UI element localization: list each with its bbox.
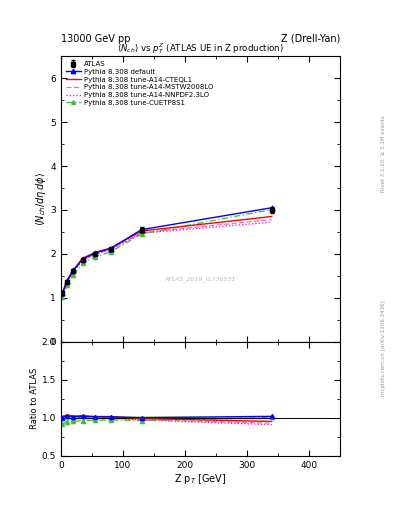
Pythia 8.308 default bbox=[65, 278, 70, 284]
Line: Pythia 8.308 tune-A14-CTEQL1: Pythia 8.308 tune-A14-CTEQL1 bbox=[62, 217, 272, 292]
X-axis label: Z p$_T$ [GeV]: Z p$_T$ [GeV] bbox=[174, 472, 227, 486]
Line: Pythia 8.308 tune-A14-NNPDF2.3LO: Pythia 8.308 tune-A14-NNPDF2.3LO bbox=[62, 222, 272, 294]
Text: Rivet 3.1.10, ≥ 3.1M events: Rivet 3.1.10, ≥ 3.1M events bbox=[381, 115, 386, 192]
Pythia 8.308 tune-CUETP8S1 bbox=[71, 272, 76, 278]
Pythia 8.308 tune-CUETP8S1 bbox=[139, 231, 144, 237]
Pythia 8.308 default bbox=[139, 227, 144, 233]
Pythia 8.308 tune-CUETP8S1 bbox=[65, 282, 70, 288]
Pythia 8.308 tune-A14-CTEQL1 bbox=[60, 289, 65, 295]
Pythia 8.308 tune-A14-NNPDF2.3LO bbox=[71, 269, 76, 275]
Legend: ATLAS, Pythia 8.308 default, Pythia 8.308 tune-A14-CTEQL1, Pythia 8.308 tune-A14: ATLAS, Pythia 8.308 default, Pythia 8.30… bbox=[64, 60, 215, 107]
Pythia 8.308 tune-A14-NNPDF2.3LO bbox=[65, 279, 70, 285]
Pythia 8.308 tune-CUETP8S1 bbox=[80, 261, 85, 267]
Pythia 8.308 tune-A14-CTEQL1 bbox=[108, 245, 113, 251]
Pythia 8.308 default bbox=[108, 245, 113, 251]
Pythia 8.308 tune-A14-MSTW2008LO bbox=[60, 290, 65, 296]
Pythia 8.308 tune-A14-CTEQL1 bbox=[80, 255, 85, 261]
Text: mcplots.cern.ch [arXiv:1306.3436]: mcplots.cern.ch [arXiv:1306.3436] bbox=[381, 301, 386, 396]
Text: ATLAS_2019_I1736531: ATLAS_2019_I1736531 bbox=[165, 276, 236, 282]
Text: Z (Drell-Yan): Z (Drell-Yan) bbox=[281, 33, 340, 44]
Pythia 8.308 default bbox=[60, 290, 65, 296]
Pythia 8.308 tune-A14-NNPDF2.3LO bbox=[60, 291, 65, 297]
Pythia 8.308 tune-A14-NNPDF2.3LO bbox=[80, 258, 85, 264]
Pythia 8.308 tune-A14-NNPDF2.3LO bbox=[108, 247, 113, 253]
Pythia 8.308 tune-CUETP8S1 bbox=[60, 294, 65, 301]
Pythia 8.308 tune-A14-CTEQL1 bbox=[65, 277, 70, 283]
Pythia 8.308 tune-CUETP8S1 bbox=[269, 206, 274, 212]
Pythia 8.308 tune-A14-MSTW2008LO bbox=[80, 257, 85, 263]
Pythia 8.308 tune-A14-NNPDF2.3LO bbox=[269, 219, 274, 225]
Pythia 8.308 tune-A14-CTEQL1 bbox=[71, 267, 76, 273]
Pythia 8.308 default bbox=[93, 250, 97, 256]
Line: Pythia 8.308 tune-A14-MSTW2008LO: Pythia 8.308 tune-A14-MSTW2008LO bbox=[62, 220, 272, 293]
Text: 13000 GeV pp: 13000 GeV pp bbox=[61, 33, 130, 44]
Pythia 8.308 default bbox=[269, 205, 274, 211]
Pythia 8.308 tune-A14-MSTW2008LO bbox=[269, 217, 274, 223]
Pythia 8.308 tune-A14-MSTW2008LO bbox=[71, 268, 76, 274]
Pythia 8.308 tune-A14-NNPDF2.3LO bbox=[139, 230, 144, 236]
Pythia 8.308 tune-A14-MSTW2008LO bbox=[108, 246, 113, 252]
Pythia 8.308 tune-A14-NNPDF2.3LO bbox=[93, 251, 97, 258]
Title: $\langle N_{ch}\rangle$ vs $p_T^Z$ (ATLAS UE in Z production): $\langle N_{ch}\rangle$ vs $p_T^Z$ (ATLA… bbox=[117, 41, 284, 56]
Pythia 8.308 tune-A14-MSTW2008LO bbox=[65, 279, 70, 285]
Line: Pythia 8.308 default: Pythia 8.308 default bbox=[60, 205, 274, 296]
Pythia 8.308 tune-CUETP8S1 bbox=[108, 249, 113, 255]
Line: Pythia 8.308 tune-CUETP8S1: Pythia 8.308 tune-CUETP8S1 bbox=[61, 207, 274, 300]
Pythia 8.308 tune-CUETP8S1 bbox=[93, 254, 97, 260]
Pythia 8.308 tune-A14-CTEQL1 bbox=[93, 249, 97, 255]
Pythia 8.308 tune-A14-CTEQL1 bbox=[139, 228, 144, 234]
Pythia 8.308 tune-A14-MSTW2008LO bbox=[139, 230, 144, 236]
Y-axis label: $\langle N_{ch}/d\eta\,d\phi\rangle$: $\langle N_{ch}/d\eta\,d\phi\rangle$ bbox=[33, 172, 48, 226]
Pythia 8.308 tune-A14-CTEQL1 bbox=[269, 214, 274, 220]
Pythia 8.308 default bbox=[80, 256, 85, 262]
Y-axis label: Ratio to ATLAS: Ratio to ATLAS bbox=[30, 368, 39, 429]
Pythia 8.308 tune-A14-MSTW2008LO bbox=[93, 251, 97, 258]
Pythia 8.308 default bbox=[71, 267, 76, 273]
